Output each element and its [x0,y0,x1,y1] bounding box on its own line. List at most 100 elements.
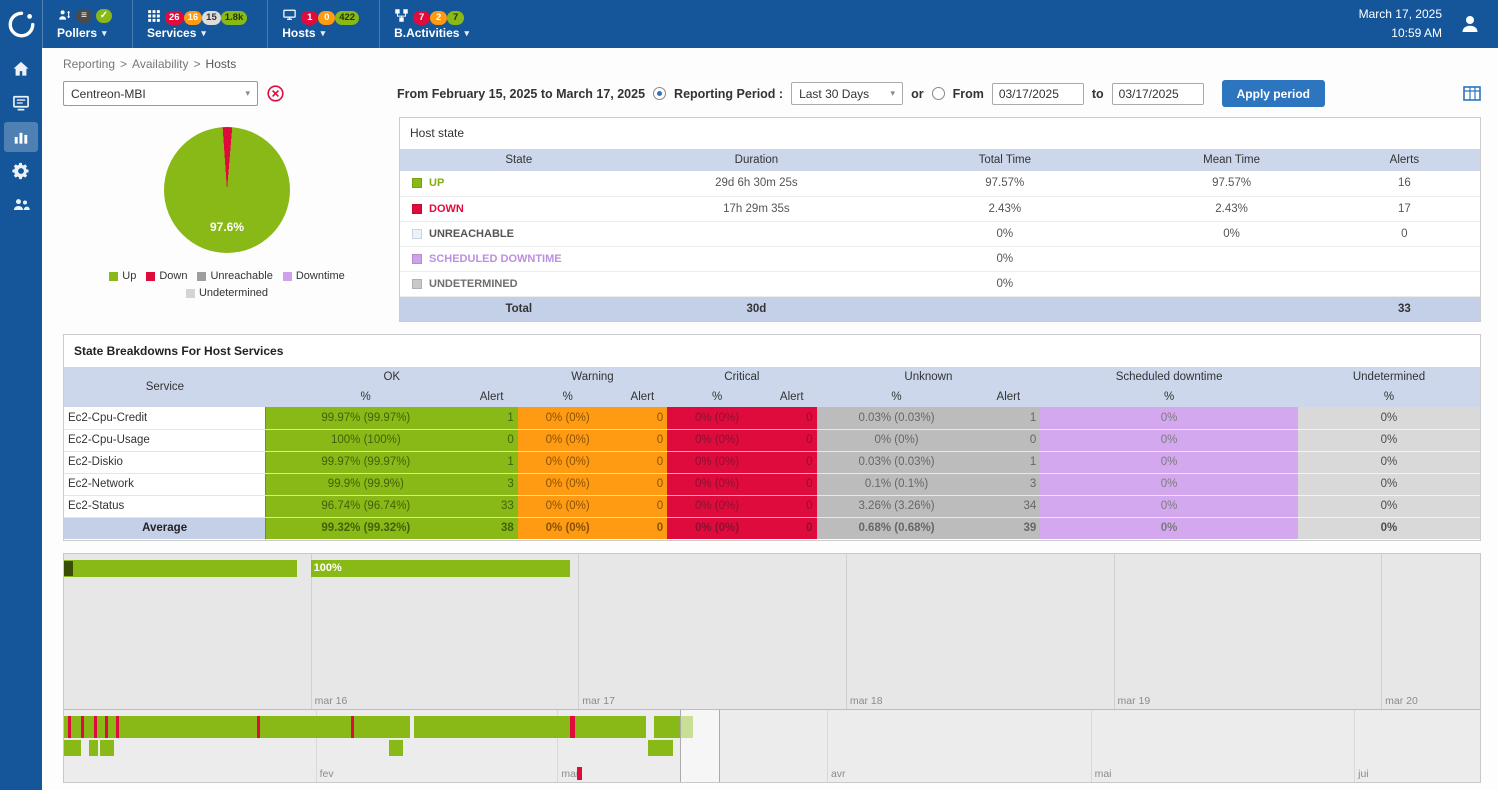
user-icon [1462,16,1478,32]
counter-badge-critical[interactable]: 26 [165,10,184,25]
ok-alerts: 1 [465,451,518,474]
unknown-alerts: 1 [976,407,1041,430]
unknown-percent: 0.1% (0.1%) [816,473,977,496]
breakdown-row: Ec2-Network 99.9% (99.9%) 3 0% (0%) 0 0% (0%)… [64,473,1480,496]
availability-segment [256,715,260,738]
counter-badge-ok[interactable]: 1.8k [220,10,248,25]
poller-latency-badge[interactable]: ≡ [76,8,92,23]
month-axis-label: mai [1094,767,1112,780]
counter-badge-critical[interactable]: 7 [413,10,431,25]
sidebar-item-configuration[interactable] [4,156,38,186]
ok-alerts: 33 [465,495,518,518]
legend-label: Downtime [295,270,345,282]
column-subheader: Alert [617,387,668,407]
gridline [1090,709,1092,782]
poller-status-badge[interactable]: ✓ [96,8,112,23]
undetermined-percent: 0% [1297,473,1480,496]
from-date-input[interactable] [991,82,1084,105]
column-group-header: Scheduled downtime [1040,367,1298,387]
column-header: Duration [637,149,876,171]
home-icon [13,61,29,76]
nav-services[interactable]: 26 16 15 1.8k Services ▾ [132,0,267,48]
legend-swatch [185,288,195,298]
state-label: DOWN [429,202,464,215]
critical-percent: 0% (0%) [667,517,767,540]
legend-swatch [146,271,156,281]
brush-selection-handle[interactable] [680,709,721,782]
apply-period-button[interactable]: Apply period [1221,80,1325,107]
total-time-value: 0% [875,221,1135,247]
alerts-value [1328,271,1480,297]
warning-percent: 0% (0%) [517,451,618,474]
warning-alerts: 0 [617,517,668,540]
host-state-row: UNDETERMINED 0% [400,271,1480,297]
availability-segment [64,739,81,756]
service-name: Average [64,517,266,539]
sidebar-item-administration[interactable] [4,190,38,220]
current-date-marker [577,766,582,780]
business-activities-icon [395,9,408,22]
timeline-brush[interactable]: fev mar avr mai jui [64,708,1480,782]
counter-badge-ok[interactable]: 422 [335,10,360,25]
duration-value: 17h 29m 35s [637,196,876,222]
legend-item: Down [146,270,187,282]
clear-circle-x-icon [267,85,284,102]
counter-badge-warning[interactable]: 16 [183,10,203,25]
host-select-value: Centreon-MBI [71,86,146,101]
counter-badge-ok[interactable]: 7 [447,10,465,25]
sidebar-item-reporting[interactable] [4,122,38,152]
counter-badge-neutral[interactable]: 15 [202,10,221,25]
custom-period-radio[interactable] [931,87,945,100]
availability-segment [388,739,403,756]
ok-percent: 96.74% (96.74%) [265,495,466,518]
user-menu-button[interactable] [1458,12,1482,36]
sidebar-item-home[interactable] [4,54,38,84]
header-time: 10:59 AM [1391,26,1442,40]
breadcrumb-availability[interactable]: Availability [132,57,189,71]
export-table-icon [1463,85,1481,101]
breadcrumb-reporting[interactable]: Reporting [63,57,116,71]
column-subheader: % [1040,387,1298,407]
availability-segment [575,715,647,738]
reporting-period-radio[interactable] [653,87,667,100]
legend-swatch [282,271,292,281]
duration-value: 29d 6h 30m 25s [637,171,876,197]
bar-chart-icon [14,132,28,144]
top-nav: ≡ ✓ Pollers ▾ 26 16 15 1.8k Services ▾ [42,0,489,48]
state-label: UP [429,177,445,190]
centreon-logo[interactable] [0,11,42,38]
ok-alerts: 0 [465,429,518,452]
alerts-value: 17 [1328,196,1480,222]
nav-pollers[interactable]: ≡ ✓ Pollers ▾ [43,0,132,48]
nav-hosts[interactable]: 1 0 422 Hosts ▾ [267,0,379,48]
unknown-alerts: 34 [976,495,1041,518]
state-color-swatch [412,278,422,289]
to-date-input[interactable] [1111,82,1204,105]
unknown-alerts: 0 [976,429,1041,452]
state-label: SCHEDULED DOWNTIME [429,252,562,265]
warning-alerts: 0 [617,407,668,430]
state-label: UNDETERMINED [429,277,518,290]
critical-percent: 0% (0%) [667,429,767,452]
period-select[interactable]: Last 30 Days ▾ [791,82,904,105]
breakdown-row: Ec2-Cpu-Credit 99.97% (99.97%) 1 0% (0%) 0 0%… [64,407,1480,430]
export-report-button[interactable] [1463,85,1481,102]
warning-percent: 0% (0%) [517,407,618,430]
header-date: March 17, 2025 [1358,7,1442,22]
column-group-header: OK [265,367,518,387]
counter-badge-warning[interactable]: 0 [318,10,336,25]
clear-host-filter-button[interactable] [267,85,284,102]
mean-time-value [1134,246,1329,272]
legend-swatch [109,271,119,281]
sidebar-item-monitoring[interactable] [4,88,38,118]
counter-badge-critical[interactable]: 1 [301,10,319,25]
host-select[interactable]: Centreon-MBI ▾ [63,81,258,106]
unknown-percent: 0% (0%) [816,429,977,452]
unknown-alerts: 3 [976,473,1041,496]
counter-badge-warning[interactable]: 2 [430,10,448,25]
state-color-swatch [412,178,422,189]
availability-segment [414,715,571,738]
breadcrumb-separator: > [120,57,128,71]
duration-value [637,246,876,272]
